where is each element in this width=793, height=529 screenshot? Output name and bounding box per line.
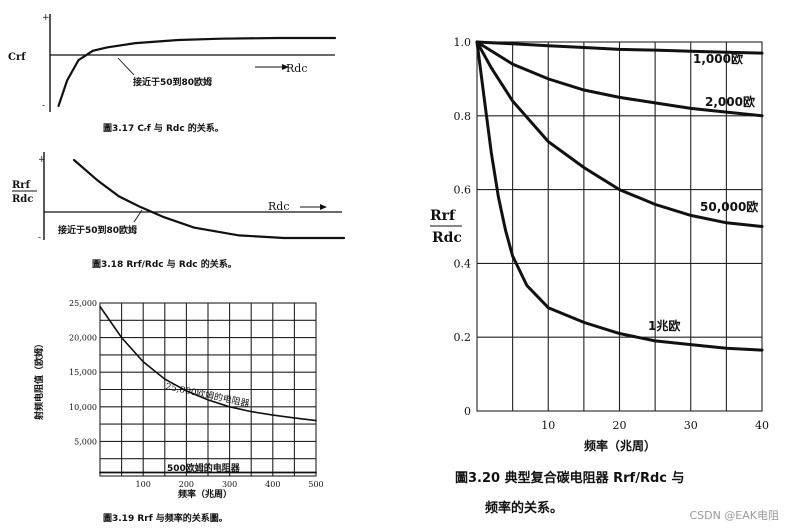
fig319-caption: 圖3.19 Rrf 与频率的关系圖。: [103, 512, 228, 524]
fig319-y-tick: 20,000: [69, 334, 97, 343]
figure-3-17: + - Crf Rdc 接近于50到80欧姆 圖3.17 Cᵣf 与 Rdc 的…: [8, 13, 337, 134]
fig317-caption: 圖3.17 Cᵣf 与 Rdc 的关系。: [103, 122, 224, 134]
fig320-y-tick: 0.8: [454, 110, 472, 123]
fig318-leader: [133, 209, 143, 223]
fig318-x-label: Rdc: [268, 200, 289, 213]
fig320-series-label-1000: 1,000欧: [693, 51, 743, 66]
fig318-tick-plus: +: [38, 155, 46, 165]
fig320-series-label-1meg: 1兆欧: [648, 318, 680, 333]
fig319-series-label-25000: 25,000欧姆的电阻器: [164, 380, 250, 410]
fig317-leader: [117, 57, 135, 76]
fig320-series-1000: [475, 40, 764, 55]
fig318-y-label-bottom: Rdc: [12, 194, 33, 205]
fig320-y-tick: 0.6: [454, 184, 472, 197]
fig319-series-label-500: 500欧姆的电阻器: [167, 462, 241, 474]
fig319-x-tick: 400: [265, 480, 280, 489]
fig320-y-tick: 0.2: [454, 331, 472, 344]
fig320-series-label-50000: 50,000欧: [700, 199, 758, 214]
figure-3-20: Rrf Rdc 频率（兆周） 圖3.20 典型复合碳电阻器 Rrf/Rdc 与 …: [430, 36, 769, 516]
fig317-tick-minus: -: [42, 101, 45, 111]
fig319-y-tick: 15,000: [69, 368, 97, 377]
fig320-x-tick: 40: [755, 419, 769, 432]
fig320-series-50000: [475, 40, 764, 228]
fig320-x-label: 频率（兆周）: [584, 438, 656, 453]
fig319-y-tick: 25,000: [69, 299, 97, 308]
fig317-curve: [57, 36, 337, 108]
fig320-series-label-2000: 2,000欧: [705, 94, 755, 109]
figure-3-19: 射频电阻值（欧姆） 频率（兆周） 圖3.19 Rrf 与频率的关系圖。 100 2…: [33, 299, 324, 524]
fig320-y-label-top: Rrf: [430, 208, 456, 224]
fig320-series-1meg: [475, 40, 764, 352]
fig320-series-2000: [475, 40, 764, 118]
fig320-y-tick: 0.4: [454, 257, 472, 270]
fig319-x-tick: 100: [136, 480, 151, 489]
fig319-y-tick: 10,000: [69, 403, 97, 412]
fig317-tick-plus: +: [42, 13, 50, 23]
fig318-arrow-head: [320, 204, 327, 210]
fig319-x-tick: 300: [222, 480, 237, 489]
fig318-caption: 圖3.18 Rrf/Rdc 与 Rdc 的关系。: [92, 258, 237, 270]
fig320-caption-line2: 频率的关系。: [485, 500, 563, 516]
fig318-curve: [72, 158, 346, 240]
fig320-x-tick: 30: [684, 419, 698, 432]
fig319-x-tick: 500: [308, 480, 323, 489]
fig319-series-25000: [99, 305, 317, 422]
fig318-tick-minus: -: [38, 233, 41, 243]
fig319-x-tick: 200: [179, 480, 194, 489]
fig319-y-label: 射频电阻值（欧姆）: [33, 339, 45, 421]
fig317-arrow-head: [282, 64, 289, 70]
fig320-y-tick: 0: [464, 405, 471, 418]
fig320-x-tick: 10: [541, 419, 555, 432]
fig317-annotation: 接近于50到80欧姆: [133, 76, 212, 88]
fig320-caption-line1: 圖3.20 典型复合碳电阻器 Rrf/Rdc 与: [455, 470, 685, 486]
fig317-y-label: Crf: [8, 52, 26, 63]
fig320-x-tick: 20: [613, 419, 627, 432]
watermark: CSDN @EAK电阻: [689, 509, 779, 522]
fig318-annotation: 接近于50到80欧姆: [58, 224, 137, 236]
fig320-y-tick: 1.0: [454, 36, 472, 49]
fig318-y-label-top: Rrf: [12, 180, 31, 191]
fig317-x-label: Rdc: [286, 62, 307, 75]
fig319-x-label: 频率（兆周）: [178, 488, 232, 500]
fig319-y-tick: 5,000: [74, 437, 97, 446]
fig319-grid: [99, 302, 317, 477]
figure-3-18: + - Rrf Rdc Rdc 接近于50到80欧姆 圖3.18 Rrf/Rdc…: [12, 152, 346, 270]
fig320-y-label-bottom: Rdc: [432, 230, 462, 246]
